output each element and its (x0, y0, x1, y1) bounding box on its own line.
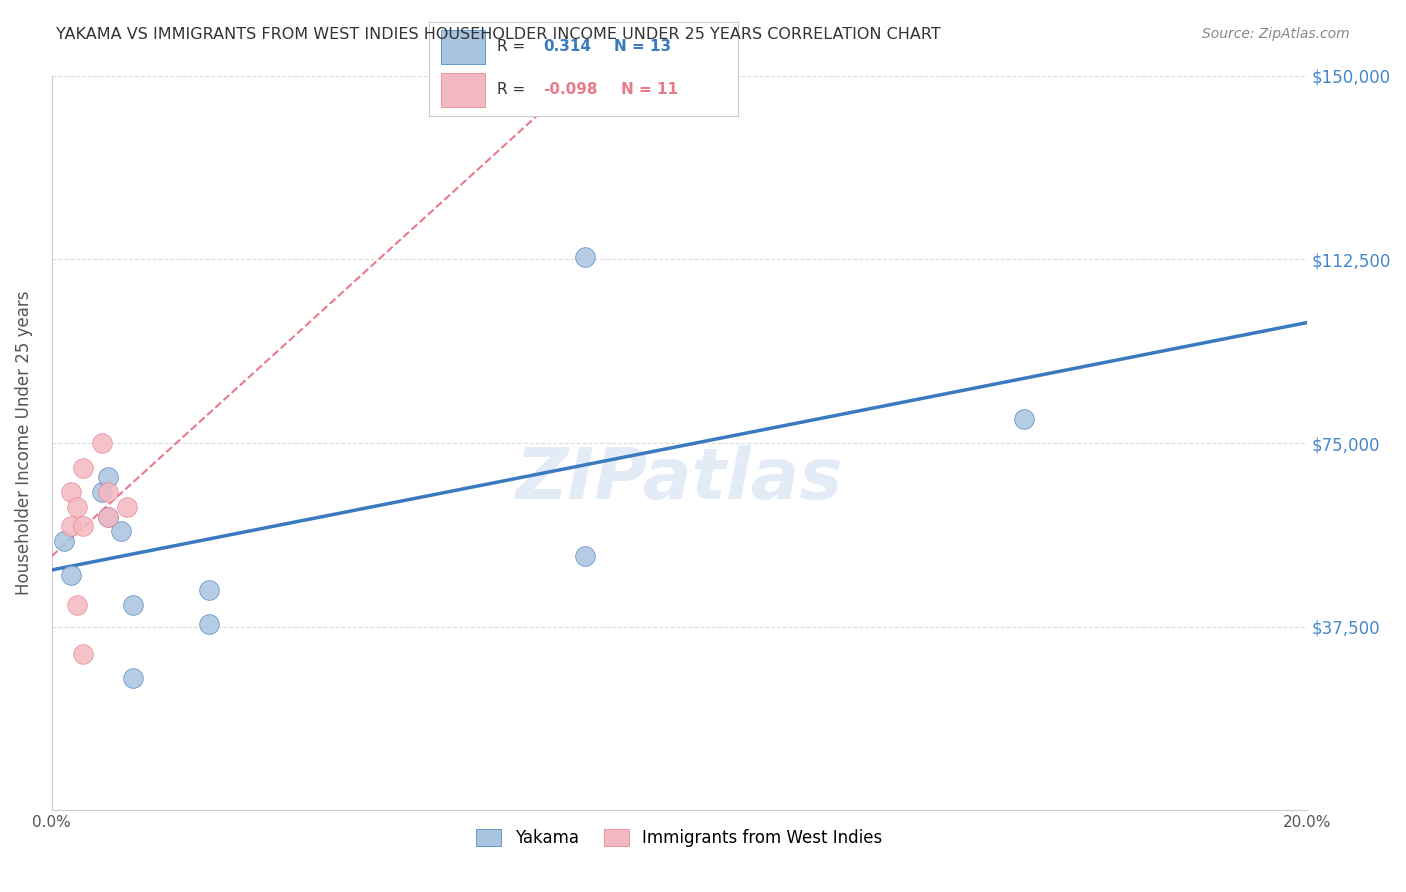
Point (72, 460, 94, 475)
Point (574, 250, 596, 264)
Point (97, 509, 120, 524)
Point (97, 509, 120, 524)
Text: N = 11: N = 11 (620, 82, 678, 97)
Text: 0.314: 0.314 (543, 39, 592, 54)
Point (91, 485, 114, 500)
Point (110, 524, 132, 539)
Text: -0.098: -0.098 (543, 82, 598, 97)
Point (115, 500, 138, 514)
Point (59, 519, 82, 533)
Point (1014, 411, 1036, 425)
Legend: Yakama, Immigrants from West Indies: Yakama, Immigrants from West Indies (470, 822, 889, 854)
Point (59, 568, 82, 582)
Point (72, 647, 94, 661)
Point (574, 549, 596, 563)
Point (97, 470, 120, 484)
Text: ZIPatlas: ZIPatlas (516, 445, 844, 515)
Text: R =: R = (496, 39, 524, 54)
Text: N = 13: N = 13 (614, 39, 672, 54)
Point (91, 436, 114, 450)
Text: R =: R = (496, 82, 524, 97)
Point (197, 582, 219, 597)
Text: Source: ZipAtlas.com: Source: ZipAtlas.com (1202, 27, 1350, 41)
Point (72, 519, 94, 533)
Point (97, 485, 120, 500)
Point (53, 534, 76, 549)
Bar (441, 29, 485, 63)
Text: YAKAMA VS IMMIGRANTS FROM WEST INDIES HOUSEHOLDER INCOME UNDER 25 YEARS CORRELAT: YAKAMA VS IMMIGRANTS FROM WEST INDIES HO… (56, 27, 941, 42)
Point (66, 500, 89, 514)
Bar (441, 73, 485, 107)
Point (197, 617, 219, 632)
Point (122, 671, 145, 685)
Point (122, 598, 145, 612)
Point (66, 598, 89, 612)
Point (59, 485, 82, 500)
Y-axis label: Householder Income Under 25 years: Householder Income Under 25 years (15, 291, 32, 595)
